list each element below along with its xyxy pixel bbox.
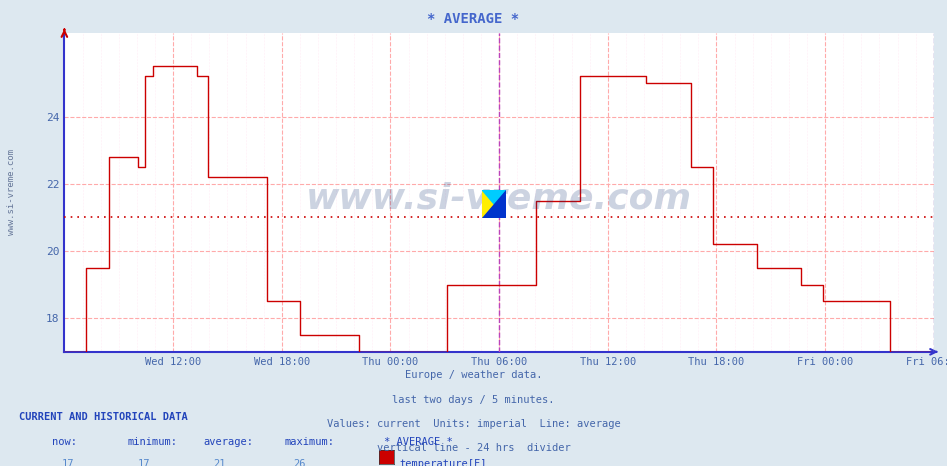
Text: Europe / weather data.: Europe / weather data. (404, 370, 543, 380)
Polygon shape (482, 190, 506, 218)
Text: * AVERAGE *: * AVERAGE * (384, 437, 453, 446)
Text: www.si-vreme.com: www.si-vreme.com (306, 182, 692, 216)
Text: 17: 17 (137, 459, 150, 466)
Polygon shape (482, 190, 506, 218)
Text: maximum:: maximum: (284, 437, 334, 446)
Text: temperature[F]: temperature[F] (400, 459, 487, 466)
Text: vertical line - 24 hrs  divider: vertical line - 24 hrs divider (377, 443, 570, 453)
Text: CURRENT AND HISTORICAL DATA: CURRENT AND HISTORICAL DATA (19, 412, 188, 422)
Text: minimum:: minimum: (128, 437, 178, 446)
Text: * AVERAGE *: * AVERAGE * (427, 12, 520, 26)
Text: 17: 17 (62, 459, 74, 466)
Polygon shape (482, 190, 506, 218)
Text: average:: average: (204, 437, 254, 446)
Text: 21: 21 (213, 459, 225, 466)
Text: 26: 26 (294, 459, 306, 466)
Text: Values: current  Units: imperial  Line: average: Values: current Units: imperial Line: av… (327, 419, 620, 429)
Text: last two days / 5 minutes.: last two days / 5 minutes. (392, 395, 555, 404)
Text: www.si-vreme.com: www.si-vreme.com (7, 149, 16, 235)
Text: now:: now: (52, 437, 77, 446)
